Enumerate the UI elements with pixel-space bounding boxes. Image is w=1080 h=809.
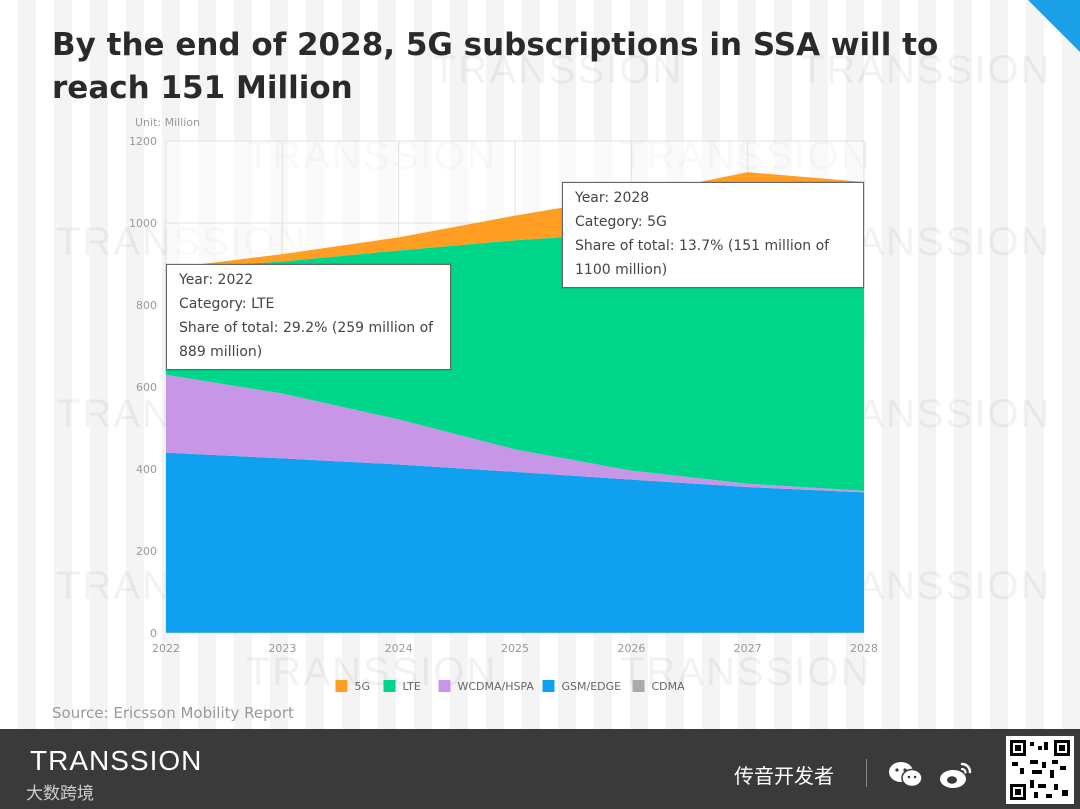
stacked-area-chart: 0 200 400 600 800 1000 1200 2022 2023 2024 2025 202… (129, 116, 878, 693)
tooltip-year: Year: 2028 (575, 190, 650, 206)
legend-swatch (335, 680, 348, 692)
y-tick-label: 600 (136, 381, 157, 394)
corner-accent (1028, 0, 1080, 52)
legend-label: WCDMA/HSPA (458, 680, 535, 693)
legend-swatch (632, 680, 645, 692)
x-tick-label: 2027 (734, 642, 762, 655)
x-tick-label: 2023 (268, 642, 296, 655)
tooltip-category: Category: 5G (575, 214, 667, 230)
x-tick-label: 2025 (501, 642, 529, 655)
legend-label: 5G (355, 680, 371, 693)
y-tick-label: 0 (150, 627, 157, 640)
tooltip-category: Category: LTE (179, 296, 275, 312)
legend-swatch (542, 680, 555, 692)
tooltip-2028-5g: Year: 2028 Category: 5G Share of total: … (562, 182, 864, 288)
legend-label: CDMA (652, 680, 686, 693)
x-tick-label: 2022 (152, 642, 180, 655)
area-gsm-edge (166, 452, 864, 633)
tooltip-2022-lte: Year: 2022 Category: LTE Share of total:… (166, 264, 451, 370)
wechat-icon[interactable] (888, 761, 924, 789)
x-tick-label: 2026 (617, 642, 645, 655)
x-tick-label: 2028 (850, 642, 878, 655)
weibo-icon[interactable] (938, 760, 974, 790)
source-note: Source: Ericsson Mobility Report (52, 704, 294, 722)
y-tick-label: 400 (136, 463, 157, 476)
tooltip-share: Share of total: 13.7% (151 million of 11… (575, 238, 830, 278)
y-tick-label: 200 (136, 545, 157, 558)
brand-subtitle: 大数跨境 (26, 784, 94, 804)
area-wcdma-hspa (166, 374, 864, 493)
y-tick-label: 1200 (129, 135, 157, 148)
tooltip-share: Share of total: 29.2% (259 million of 88… (179, 320, 434, 360)
x-tick-label: 2024 (385, 642, 413, 655)
unit-label: Unit: Million (135, 116, 200, 129)
brand-logo: TRANSSION (30, 745, 203, 776)
y-tick-label: 1000 (129, 217, 157, 230)
page-title: By the end of 2028, 5G subscriptions in … (52, 27, 939, 106)
legend-label: LTE (403, 680, 421, 693)
legend-swatch (438, 680, 451, 692)
developer-label: 传音开发者 (734, 764, 834, 788)
legend-swatch (383, 680, 396, 692)
legend-label: GSM/EDGE (562, 680, 622, 693)
tooltip-year: Year: 2022 (179, 272, 254, 288)
y-tick-label: 800 (136, 299, 157, 312)
footer-divider (866, 759, 867, 787)
footer-bar: TRANSSION 大数跨境 传音开发者 (0, 729, 1080, 809)
qr-code (1006, 736, 1074, 804)
